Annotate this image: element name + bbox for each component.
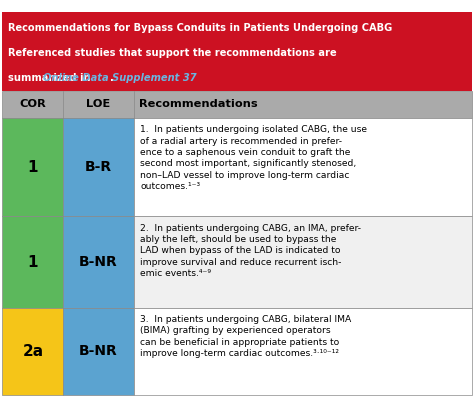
Text: 3.  In patients undergoing CABG, bilateral IMA
(BIMA) grafting by experienced op: 3. In patients undergoing CABG, bilatera…	[140, 315, 352, 358]
Bar	[134, 216, 472, 308]
Text: Online Data Supplement 37: Online Data Supplement 37	[43, 73, 196, 83]
Text: 2.  In patients undergoing CABG, an IMA, prefer-
ably the left, should be used t: 2. In patients undergoing CABG, an IMA, …	[140, 224, 361, 278]
Text: 1: 1	[27, 254, 38, 270]
Bar	[2, 12, 472, 91]
Bar	[2, 118, 64, 216]
Text: LOE: LOE	[86, 99, 111, 110]
Bar	[2, 308, 64, 395]
Text: summarized in: summarized in	[8, 73, 94, 83]
Text: Recommendations for Bypass Conduits in Patients Undergoing CABG: Recommendations for Bypass Conduits in P…	[8, 23, 392, 33]
Bar	[134, 118, 472, 216]
Bar	[2, 216, 64, 308]
Text: .: .	[110, 73, 114, 83]
Text: 1.  In patients undergoing isolated CABG, the use
of a radial artery is recommen: 1. In patients undergoing isolated CABG,…	[140, 125, 367, 191]
Text: Recommendations: Recommendations	[139, 99, 258, 110]
Text: Referenced studies that support the recommendations are: Referenced studies that support the reco…	[8, 48, 337, 58]
Text: B-NR: B-NR	[79, 255, 118, 269]
Bar	[64, 308, 134, 395]
Text: B-NR: B-NR	[79, 344, 118, 358]
Bar	[64, 216, 134, 308]
Text: 1: 1	[27, 160, 38, 175]
Text: COR: COR	[19, 99, 46, 110]
Text: B-R: B-R	[85, 160, 112, 174]
Bar	[2, 91, 472, 118]
Bar	[134, 308, 472, 395]
Text: 2a: 2a	[22, 344, 44, 359]
Bar	[64, 118, 134, 216]
